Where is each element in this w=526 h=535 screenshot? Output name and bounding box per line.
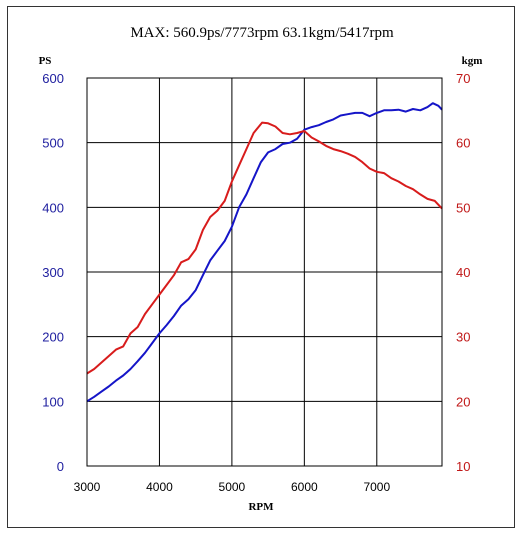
y-left-tick-label: 100	[42, 394, 64, 409]
y-left-tick-label: 500	[42, 136, 64, 151]
x-tick-label: 5000	[219, 480, 246, 494]
left-axis-unit-label: PS	[39, 55, 52, 67]
x-tick-label: 4000	[146, 480, 173, 494]
chart-title: MAX: 560.9ps/7773rpm 63.1kgm/5417rpm	[130, 25, 394, 41]
plot-area-border	[86, 77, 443, 467]
x-tick-label: 3000	[74, 480, 101, 494]
y-left-tick-label: 200	[42, 330, 64, 345]
right-axis-unit-label: kgm	[462, 55, 483, 67]
power-curve-line	[86, 102, 443, 403]
grid	[87, 78, 442, 466]
y-right-tick-label: 10	[456, 459, 470, 474]
dyno-chart: MAX: 560.9ps/7773rpm 63.1kgm/5417rpm PS …	[39, 25, 483, 513]
y-left-tick-label: 400	[42, 200, 64, 215]
torque-curve-line	[86, 121, 443, 375]
tick-labels: 3000 4000 5000 6000 7000 0 100 200 300 400 500 600 1…	[42, 71, 470, 494]
x-tick-label: 6000	[291, 480, 318, 494]
x-tick-label: 7000	[363, 480, 390, 494]
y-right-tick-label: 20	[456, 394, 470, 409]
series-lines	[86, 102, 443, 403]
y-right-tick-label: 60	[456, 136, 470, 151]
y-right-tick-label: 40	[456, 265, 470, 280]
x-axis-label: RPM	[248, 501, 274, 513]
y-left-tick-label: 300	[42, 265, 64, 280]
chart-frame: MAX: 560.9ps/7773rpm 63.1kgm/5417rpm PS …	[7, 6, 515, 528]
y-left-tick-label: 600	[42, 71, 64, 86]
y-right-tick-label: 30	[456, 330, 470, 345]
y-left-tick-label: 0	[57, 459, 64, 474]
y-right-tick-label: 70	[456, 71, 470, 86]
y-right-tick-label: 50	[456, 200, 470, 215]
